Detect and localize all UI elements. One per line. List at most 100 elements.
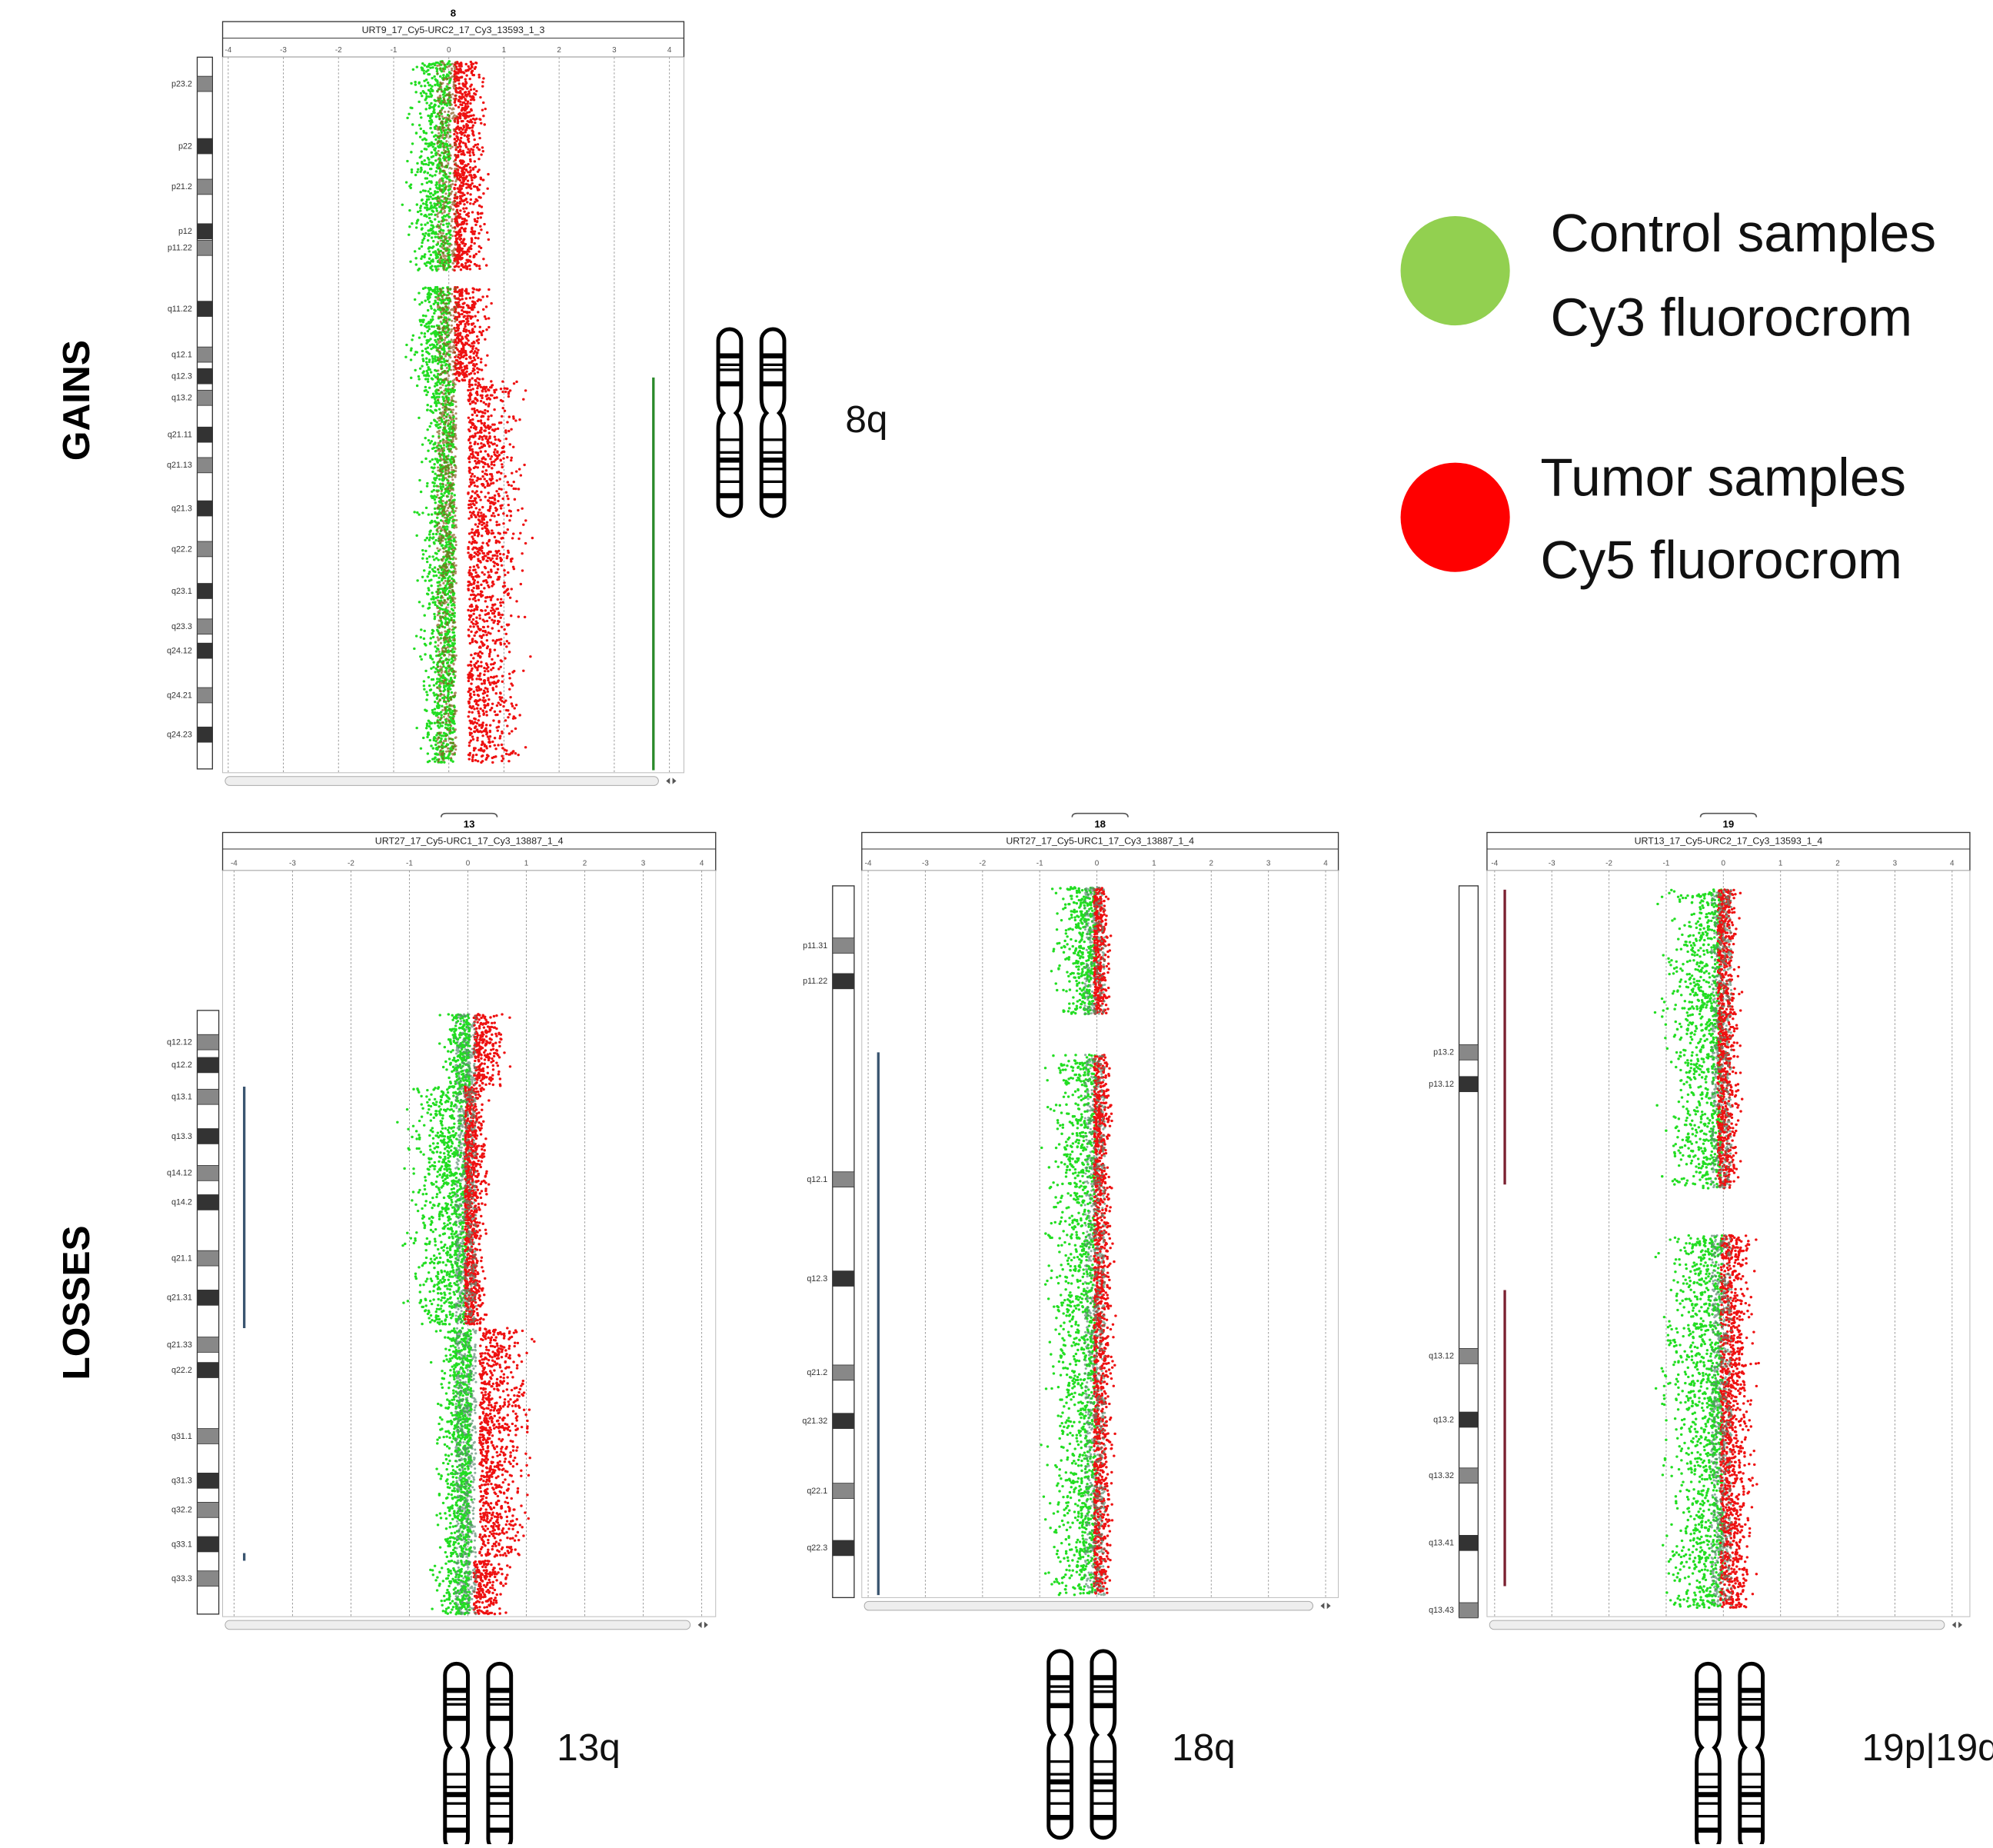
chromosome-number: 8 <box>451 7 456 18</box>
panel: 8 URT9_17_Cy5-URC2_17_Cy3_13593_1_3 -4 -3 -2… <box>167 7 887 786</box>
band-label: q14.2 <box>171 1198 192 1207</box>
ideogram-band <box>197 426 213 443</box>
ideogram-band <box>1459 1348 1479 1364</box>
overlap-dots <box>436 60 458 763</box>
ideogram-band <box>197 389 213 406</box>
band-label: q13.12 <box>1429 1352 1454 1361</box>
panel-title: URT27_17_Cy5-URC1_17_Cy3_13887_1_4 <box>1006 835 1194 846</box>
chromosome-band <box>487 1814 511 1818</box>
band-label: q13.41 <box>1429 1539 1454 1548</box>
chromosome-band <box>718 451 741 454</box>
panel: 19 URT13_17_Cy5-URC2_17_Cy3_13593_1_4 -4 -3… <box>1429 812 1993 1848</box>
ideogram-band <box>197 457 213 474</box>
axis-tick-label: 0 <box>466 859 471 867</box>
axis-tick-label: -2 <box>979 859 986 867</box>
band-label: q21.2 <box>807 1368 827 1377</box>
chromosome-band <box>1091 1773 1115 1776</box>
region-label: 18q <box>1172 1726 1236 1769</box>
band-label: q13.2 <box>171 394 192 403</box>
overlap-dots <box>1083 886 1106 1597</box>
ideogram-band <box>832 1171 855 1187</box>
region-label: 19p|19q <box>1862 1726 1993 1769</box>
band-label: q31.1 <box>171 1432 192 1441</box>
band-label: q23.3 <box>171 622 192 631</box>
chromosome-band <box>487 1802 511 1805</box>
axis-tick-label: -1 <box>1663 859 1670 867</box>
chromosome-band <box>1696 1716 1720 1721</box>
ideogram <box>832 885 855 1599</box>
ideogram-band <box>197 642 213 659</box>
band-label: q21.33 <box>167 1340 192 1350</box>
chromosome-band <box>1739 1773 1763 1776</box>
ideogram-band <box>197 726 213 743</box>
chromosome-band <box>761 368 785 371</box>
chromosome-band <box>718 368 741 371</box>
axis-tick-label: 2 <box>1835 859 1840 867</box>
chromosome-band <box>1048 1675 1072 1680</box>
chromosome-band <box>487 1792 511 1797</box>
band-label: q12.3 <box>807 1274 827 1284</box>
ideogram-band <box>197 1165 219 1181</box>
panel: 18 URT27_17_Cy5-URC1_17_Cy3_13887_1_4 -4 -3… <box>802 812 1339 1840</box>
tumor-dots <box>453 60 534 764</box>
chromosome-band <box>1739 1792 1763 1797</box>
band-label: q12.3 <box>171 371 192 381</box>
ideogram-band <box>197 1502 219 1518</box>
chromosome-band <box>1091 1814 1115 1820</box>
band-label: q21.1 <box>171 1254 192 1263</box>
band-label: q21.31 <box>167 1294 192 1303</box>
axis-tick-label: 1 <box>1152 859 1156 867</box>
axis-tick-label: 1 <box>1778 859 1783 867</box>
ideogram-band <box>832 1483 855 1499</box>
chromosome-band <box>1696 1802 1720 1805</box>
ideogram-band <box>1459 1076 1479 1093</box>
chromosome-band <box>444 1802 468 1805</box>
axis-tick-label: -3 <box>280 46 287 55</box>
chromosome-band <box>1739 1827 1763 1833</box>
chromosome-band <box>1091 1789 1115 1793</box>
ideogram-band <box>197 1088 219 1105</box>
band-label: q13.43 <box>1429 1606 1454 1615</box>
axis-tick-label: 0 <box>447 46 451 55</box>
axis-tick-label: 3 <box>612 46 617 55</box>
chromosome-band <box>1739 1716 1763 1721</box>
collapse-handle <box>440 812 498 817</box>
ideogram-band <box>197 1536 219 1553</box>
ideogram-band <box>832 1413 855 1429</box>
band-label: q33.1 <box>171 1540 192 1549</box>
axis-tick-label: 2 <box>583 859 587 867</box>
chromosome-band <box>1048 1773 1072 1776</box>
scrollbar <box>225 1620 691 1630</box>
legend-label: Tumor samples <box>1540 448 1906 508</box>
ideogram-band <box>197 368 213 385</box>
chromosome-band <box>1739 1814 1763 1818</box>
panel-header <box>221 831 717 871</box>
band-label: p11.22 <box>803 977 827 986</box>
collapse-handle <box>1071 812 1129 817</box>
chromosome-band <box>1048 1802 1072 1805</box>
band-label: q24.12 <box>167 646 192 655</box>
chromosome-band <box>1048 1690 1072 1693</box>
ideogram-band <box>832 973 855 990</box>
chromosome-icon <box>1738 1661 1765 1848</box>
chromosome-band <box>718 438 741 441</box>
ideogram-band <box>832 1540 855 1557</box>
ideogram-band <box>197 1128 219 1144</box>
chromosome-band <box>444 1792 468 1797</box>
chromosome-band <box>1091 1685 1115 1688</box>
chromosome-band <box>1739 1802 1763 1805</box>
ideogram-band <box>197 1194 219 1210</box>
ideogram-band <box>1459 1411 1479 1428</box>
ideogram <box>196 56 213 770</box>
chromosome-band <box>761 480 785 484</box>
ideogram-band <box>197 1250 219 1267</box>
chromosome-band <box>1696 1703 1720 1706</box>
chromosome-band <box>1739 1687 1763 1693</box>
axis-tick-label: 2 <box>1209 859 1214 867</box>
legend-swatch <box>1400 462 1510 572</box>
ideogram-band <box>197 1337 219 1353</box>
chromosome-band <box>718 363 741 366</box>
chromosome-band <box>761 451 785 454</box>
ideogram-band <box>197 75 213 92</box>
axis-tick-label: 4 <box>1950 859 1955 867</box>
